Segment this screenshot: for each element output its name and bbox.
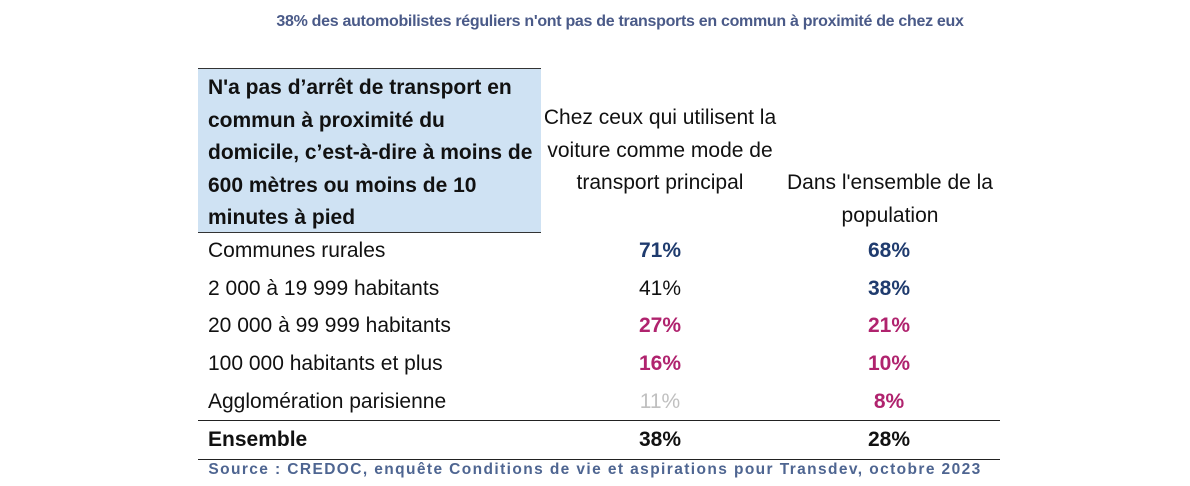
value-car-users: 27% (638, 314, 682, 337)
value-population: 8% (873, 390, 905, 413)
value-car-users: 38% (638, 428, 682, 451)
row-header-text: N'a pas d’arrêt de transport en commun à… (208, 76, 533, 229)
figure-title: 38% des automobilistes réguliers n'ont p… (276, 13, 964, 30)
table-row: Agglomération parisienne 11% 8% (208, 390, 1008, 428)
table-row: Communes rurales 71% 68% (208, 239, 1008, 277)
source-note: Source : CREDOC, enquête Conditions de v… (208, 461, 982, 478)
divider (198, 420, 1000, 421)
table-row-total: Ensemble 38% 28% (208, 428, 1008, 466)
value-car-users: 71% (638, 239, 682, 262)
row-label: Ensemble (208, 428, 308, 451)
value-car-users: 11% (639, 390, 681, 413)
table-row: 20 000 à 99 999 habitants 27% 21% (208, 314, 1008, 352)
table-row: 100 000 habitants et plus 16% 10% (208, 352, 1008, 390)
row-label: 20 000 à 99 999 habitants (208, 314, 451, 337)
value-population: 68% (867, 239, 911, 262)
value-population: 10% (867, 352, 911, 375)
row-label: 2 000 à 19 999 habitants (208, 277, 440, 300)
column-header-population: Dans l'ensemble de la population (787, 171, 993, 227)
value-population: 21% (867, 314, 911, 337)
row-label: Agglomération parisienne (208, 390, 447, 413)
divider (198, 459, 1000, 460)
value-population: 38% (867, 277, 911, 300)
table-row: 2 000 à 19 999 habitants 41% 38% (208, 277, 1008, 315)
row-header-box (198, 68, 541, 233)
value-car-users: 16% (638, 352, 682, 375)
value-population: 28% (867, 428, 911, 451)
row-label: 100 000 habitants et plus (208, 352, 443, 375)
column-header-car-users: Chez ceux qui utilisent la voiture comme… (543, 106, 777, 194)
value-car-users: 41% (638, 277, 682, 300)
row-label: Communes rurales (208, 239, 386, 262)
